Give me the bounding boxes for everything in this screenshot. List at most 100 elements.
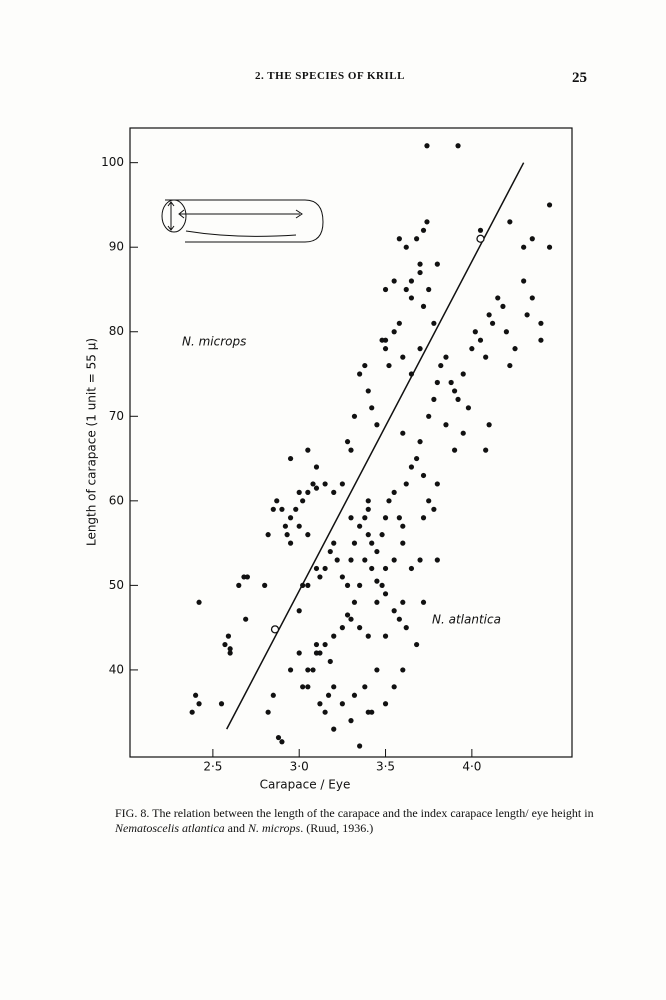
data-point [408, 464, 415, 470]
y-tick-label: 40 [109, 662, 124, 676]
x-tick-label: 3·0 [290, 760, 309, 774]
data-point [351, 540, 358, 546]
x-tick-label: 4·0 [462, 760, 481, 774]
data-point [362, 362, 368, 369]
running-head: 2. THE SPECIES OF KRILL [255, 70, 405, 82]
data-point [227, 650, 233, 656]
data-point [434, 379, 440, 386]
data-point [426, 286, 432, 293]
data-point [382, 515, 389, 521]
data-point [279, 739, 285, 745]
data-point [227, 646, 233, 652]
data-point [546, 244, 553, 250]
data-point [327, 658, 333, 665]
data-point [300, 582, 306, 588]
data-point [483, 447, 489, 453]
data-point [317, 650, 323, 656]
data-point [420, 599, 427, 605]
data-point [477, 337, 484, 343]
data-point [331, 489, 337, 495]
data-point [369, 709, 375, 715]
chart: Carapace / Eye Length of carapace (1 uni… [85, 127, 573, 792]
data-point [317, 701, 323, 707]
data-point [426, 413, 432, 419]
data-point [317, 574, 323, 580]
data-point [369, 540, 375, 546]
data-point [512, 346, 518, 352]
data-point [400, 540, 406, 546]
data-point [538, 337, 544, 343]
data-point [222, 641, 228, 648]
data-point [344, 439, 351, 445]
data-point [403, 625, 409, 631]
data-point [396, 236, 402, 242]
data-point [382, 346, 389, 352]
data-point [391, 329, 397, 335]
data-point [391, 557, 397, 563]
data-point [287, 540, 294, 546]
data-point [357, 743, 363, 749]
data-point [400, 523, 406, 529]
y-axis-label: Length of carapace (1 unit = 55 µ) [85, 338, 99, 546]
data-point [391, 489, 397, 495]
data-point [431, 320, 437, 326]
x-tick-label: 3·5 [376, 760, 395, 774]
data-point [403, 481, 409, 487]
data-point [270, 506, 276, 512]
data-point [382, 701, 389, 707]
data-point [296, 489, 302, 495]
data-point [296, 523, 302, 529]
data-point [486, 312, 492, 318]
data-point [322, 565, 328, 572]
data-point [386, 498, 392, 504]
data-point [420, 303, 427, 309]
data-point [279, 506, 285, 512]
data-point [477, 227, 484, 233]
data-point [529, 236, 535, 242]
data-point [424, 143, 430, 149]
data-point [546, 202, 553, 208]
data-point [351, 413, 358, 419]
data-point [362, 557, 368, 563]
data-point [382, 286, 389, 293]
data-point [408, 278, 415, 284]
data-point [414, 236, 420, 242]
data-point [357, 523, 363, 529]
data-point [357, 625, 363, 631]
data-point [334, 557, 340, 563]
data-point [331, 540, 337, 546]
y-tick-label: 90 [109, 240, 124, 254]
data-point [305, 447, 311, 453]
data-point [325, 692, 332, 698]
data-point [265, 532, 271, 538]
data-point [403, 244, 409, 250]
data-point [451, 388, 458, 394]
data-point [365, 506, 371, 512]
caption-species: Nematoscelis atlantica [115, 821, 225, 835]
data-point [472, 329, 478, 335]
data-point [310, 667, 316, 673]
data-point [374, 667, 380, 673]
data-point [495, 295, 501, 301]
data-point [348, 557, 354, 563]
data-point [379, 532, 385, 538]
data-point [400, 667, 406, 673]
fit-line [226, 162, 525, 730]
data-point [275, 734, 282, 741]
data-point [420, 227, 427, 233]
data-point [331, 684, 337, 690]
caption-text: FIG. 8. The relation between the length … [115, 806, 594, 820]
data-point [193, 692, 199, 698]
plot-frame [129, 127, 573, 758]
data-point [305, 582, 311, 588]
data-point [400, 430, 406, 436]
data-point [396, 515, 402, 521]
data-point [382, 337, 389, 343]
data-point [400, 354, 406, 360]
data-point [310, 481, 316, 487]
data-point [414, 455, 420, 462]
data-point [426, 498, 432, 504]
data-point [225, 633, 232, 639]
data-point [369, 565, 375, 572]
data-point [218, 701, 225, 707]
